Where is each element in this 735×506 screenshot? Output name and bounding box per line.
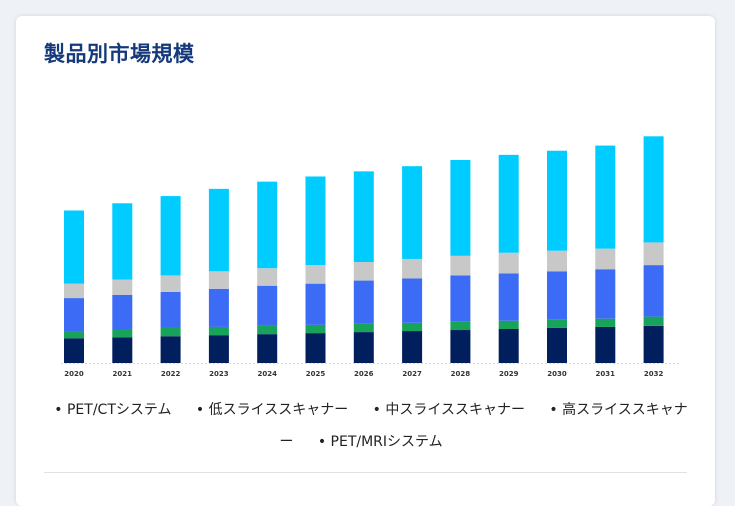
bar-2027-series-2 [402,278,423,323]
bar-2031-series-4 [595,145,616,249]
chart-legend: • PET/CTシステム • 低スライススキャナー • 中スライススキャナー •… [36,394,696,458]
bar-2027-series-1 [402,322,423,332]
bar-2030-series-2 [547,271,567,320]
x-tick-label: 2029 [499,370,519,378]
bar-2023-series-1 [208,326,229,336]
bar-2028-series-1 [450,321,471,331]
bar-2026-series-4 [353,171,374,263]
bar-2028-series-3 [450,255,471,276]
bar-2032-series-1 [643,316,664,326]
bar-2031-series-1 [595,318,616,327]
bar-2022-series-3 [160,275,181,292]
bar-2022-series-2 [160,291,181,328]
bar-2030-series-0 [547,327,567,363]
bar-2025-series-3 [305,265,326,284]
bar-2028-series-0 [450,330,471,363]
bar-2026-series-0 [353,332,374,363]
legend-item: • PET/MRIシステム [317,434,443,450]
bar-2029-series-2 [498,273,519,321]
bar-2020-series-4 [64,210,84,284]
bar-2032-series-0 [643,325,664,363]
x-tick-label: 2023 [209,370,229,378]
bar-2024-series-2 [257,285,278,326]
divider [44,472,687,473]
bar-2024-series-3 [257,268,278,286]
bar-2022-series-0 [160,336,181,363]
bar-2023-series-4 [208,188,229,272]
bar-2028-series-4 [450,160,471,256]
bar-2032-series-2 [643,265,664,317]
bar-2025-series-1 [305,324,326,334]
x-tick-label: 2022 [161,370,181,378]
bar-2023-series-3 [208,271,229,289]
legend-item: • PET/CTシステム [54,402,172,418]
legend-item: • 中スライススキャナー [372,402,525,418]
bar-2020-series-0 [64,338,84,363]
bar-2029-series-4 [498,154,519,253]
legend-item: • 高スライススキャナー [279,402,688,450]
bar-2023-series-2 [208,288,229,327]
bar-2026-series-2 [353,280,374,324]
bar-2027-series-3 [402,258,423,279]
bar-2025-series-0 [305,333,326,363]
x-tick-label: 2020 [64,370,84,378]
bar-2027-series-0 [402,331,423,363]
x-tick-label: 2028 [451,370,471,378]
bar-2032-series-4 [643,136,664,243]
bar-2021-series-4 [112,203,133,280]
bar-2021-series-0 [112,337,133,363]
bar-2024-series-0 [257,334,278,363]
bar-2031-series-2 [595,269,616,319]
bar-2021-series-3 [112,279,133,295]
bar-2020-series-2 [64,298,84,332]
bar-2021-series-1 [112,328,133,338]
bar-2029-series-3 [498,252,519,274]
x-tick-label: 2030 [547,370,567,378]
legend-item: • 低スライススキャナー [195,402,349,418]
x-tick-label: 2021 [113,370,133,378]
bar-2020-series-1 [64,331,84,339]
bar-2030-series-3 [547,250,567,272]
bar-2032-series-3 [643,242,664,266]
bar-2027-series-4 [402,166,423,259]
bar-2025-series-4 [305,176,326,266]
chart-plot: 2020 2021 2022 2023 2024 2025 2026 2027 2028 2029… [61,136,681,378]
bar-2022-series-4 [160,196,181,276]
x-tick-label: 2024 [257,370,277,378]
bar-2026-series-1 [353,323,374,333]
bar-2029-series-0 [498,328,519,363]
bar-2024-series-1 [257,325,278,335]
x-tick-label: 2027 [402,370,422,378]
x-tick-label: 2031 [596,370,616,378]
chart-card: 製品別市場規模 2020 2021 2022 2023 2024 2025 2026 2027… [16,16,715,506]
x-tick-label: 2032 [644,370,664,378]
x-tick-label: 2025 [306,370,326,378]
bar-2026-series-3 [353,262,374,281]
bar-2029-series-1 [498,320,519,329]
bar-2030-series-4 [547,150,567,251]
bar-2031-series-0 [595,326,616,363]
bar-2031-series-3 [595,248,616,270]
bar-2025-series-2 [305,283,326,325]
bar-2028-series-2 [450,275,471,322]
bar-2021-series-2 [112,294,133,329]
x-tick-label: 2026 [354,370,374,378]
bar-2023-series-0 [208,335,229,363]
chart-title: 製品別市場規模 [44,42,195,66]
bar-2030-series-1 [547,319,567,328]
bar-2024-series-4 [257,181,278,269]
bar-2022-series-1 [160,327,181,337]
bar-2020-series-3 [64,283,84,299]
